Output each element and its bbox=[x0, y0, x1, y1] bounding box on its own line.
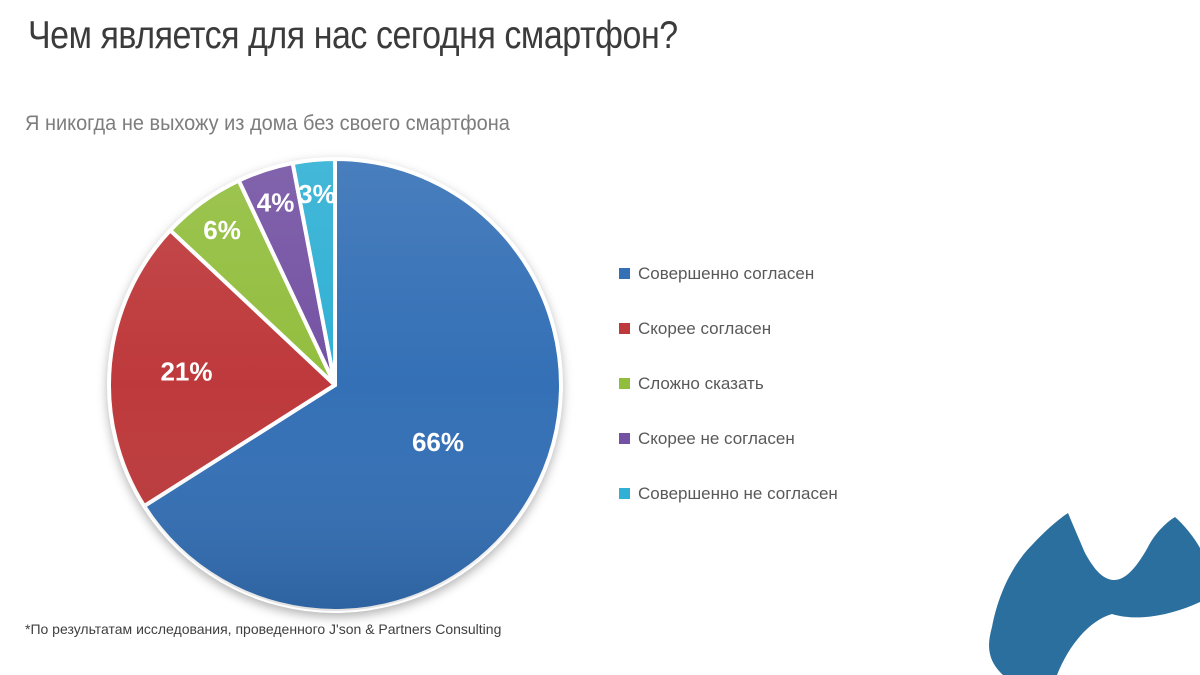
pie-data-label: 3% bbox=[298, 179, 336, 209]
pie-chart: 66% 21% 6% 4% 3% bbox=[107, 157, 563, 613]
slide-title: Чем является для нас сегодня смартфон? bbox=[28, 14, 678, 57]
legend-swatch bbox=[619, 268, 630, 279]
chart-subtitle: Я никогда не выхожу из дома без своего с… bbox=[25, 112, 510, 135]
legend-label: Скорее не согласен bbox=[638, 428, 795, 448]
legend-swatch bbox=[619, 433, 630, 444]
legend-item: Скорее согласен bbox=[619, 301, 838, 356]
legend-label: Скорее согласен bbox=[638, 318, 772, 338]
pie-data-label: 21% bbox=[160, 356, 212, 386]
legend-swatch bbox=[619, 323, 630, 334]
pie-data-label: 6% bbox=[203, 215, 241, 245]
legend-item: Скорее не согласен bbox=[619, 411, 838, 466]
legend-item: Совершенно не согласен bbox=[619, 466, 838, 521]
legend-item: Совершенно согласен bbox=[619, 246, 838, 301]
pie-shading-overlay bbox=[109, 159, 561, 611]
cat-head-logo-icon bbox=[989, 513, 1200, 675]
legend-label: Совершенно не согласен bbox=[638, 483, 838, 503]
legend-label: Совершенно согласен bbox=[638, 263, 815, 283]
pie-data-label: 66% bbox=[412, 427, 464, 457]
chart-legend: Совершенно согласен Скорее согласен Сложно… bbox=[619, 246, 838, 521]
pie-data-label: 4% bbox=[257, 188, 295, 218]
legend-label: Сложно сказать bbox=[638, 373, 764, 393]
source-footnote: *По результатам исследования, проведенно… bbox=[25, 621, 502, 637]
pie-data-labels: 66% 21% 6% 4% 3% bbox=[160, 179, 464, 457]
legend-swatch bbox=[619, 488, 630, 499]
legend-swatch bbox=[619, 378, 630, 389]
cat-head-logo-path bbox=[989, 513, 1200, 675]
legend-item: Сложно сказать bbox=[619, 356, 838, 411]
